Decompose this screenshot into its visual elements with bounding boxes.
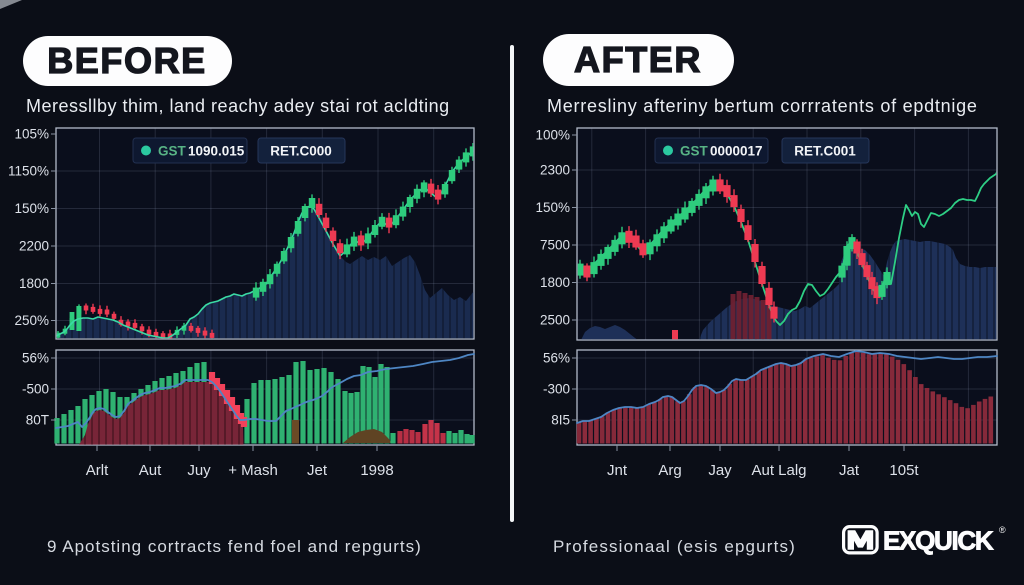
svg-text:80T: 80T [26,413,49,428]
svg-text:7500: 7500 [540,238,570,253]
svg-text:RET.C001: RET.C001 [794,144,856,159]
svg-text:2300: 2300 [540,163,570,178]
svg-text:100%: 100% [535,128,570,143]
svg-text:Jet: Jet [307,462,328,479]
svg-text:AFTER: AFTER [574,39,702,80]
svg-text:GST: GST [158,144,187,159]
svg-text:Jat: Jat [839,462,860,479]
svg-text:250%: 250% [14,313,49,328]
svg-text:Meressllby thim, land reachy a: Meressllby thim, land reachy adey stai r… [26,96,450,116]
svg-text:Aut Lalg: Aut Lalg [751,462,806,479]
svg-text:56%: 56% [22,351,49,366]
svg-text:105t: 105t [889,462,919,479]
svg-text:Professionaal (esis epgurts): Professionaal (esis epgurts) [553,537,796,556]
svg-text:RET.C000: RET.C000 [270,144,332,159]
svg-text:+ Mash: + Mash [228,462,278,479]
svg-text:9 Apotsting cortracts fend foe: 9 Apotsting cortracts fend foel and repg… [47,537,422,556]
svg-text:2200: 2200 [19,239,49,254]
svg-text:®: ® [999,525,1006,535]
svg-text:BEFORE: BEFORE [47,40,207,81]
svg-text:Arlt: Arlt [86,462,109,479]
svg-text:1150%: 1150% [8,164,49,179]
svg-text:150%: 150% [535,200,570,215]
svg-text:Jay: Jay [708,462,732,479]
svg-text:-300: -300 [543,382,570,397]
svg-text:1800: 1800 [19,276,49,291]
svg-text:Merresliny afteriny bertum cor: Merresliny afteriny bertum corrratents o… [547,96,978,116]
svg-text:1800: 1800 [540,275,570,290]
svg-text:1998: 1998 [360,462,393,479]
svg-text:150%: 150% [14,201,49,216]
svg-text:105%: 105% [14,127,49,142]
svg-text:Jnt: Jnt [607,462,628,479]
svg-text:1090.015: 1090.015 [188,144,245,159]
svg-text:56%: 56% [543,351,570,366]
svg-text:2500: 2500 [540,313,570,328]
svg-text:Juy: Juy [187,462,211,479]
svg-text:GST: GST [680,144,709,159]
svg-text:0000017: 0000017 [710,144,763,159]
svg-text:8I5: 8I5 [551,413,570,428]
svg-text:EXQUICK: EXQUICK [883,526,994,556]
svg-text:Aut: Aut [139,462,162,479]
svg-text:-500: -500 [22,382,49,397]
svg-text:Arg: Arg [658,462,681,479]
